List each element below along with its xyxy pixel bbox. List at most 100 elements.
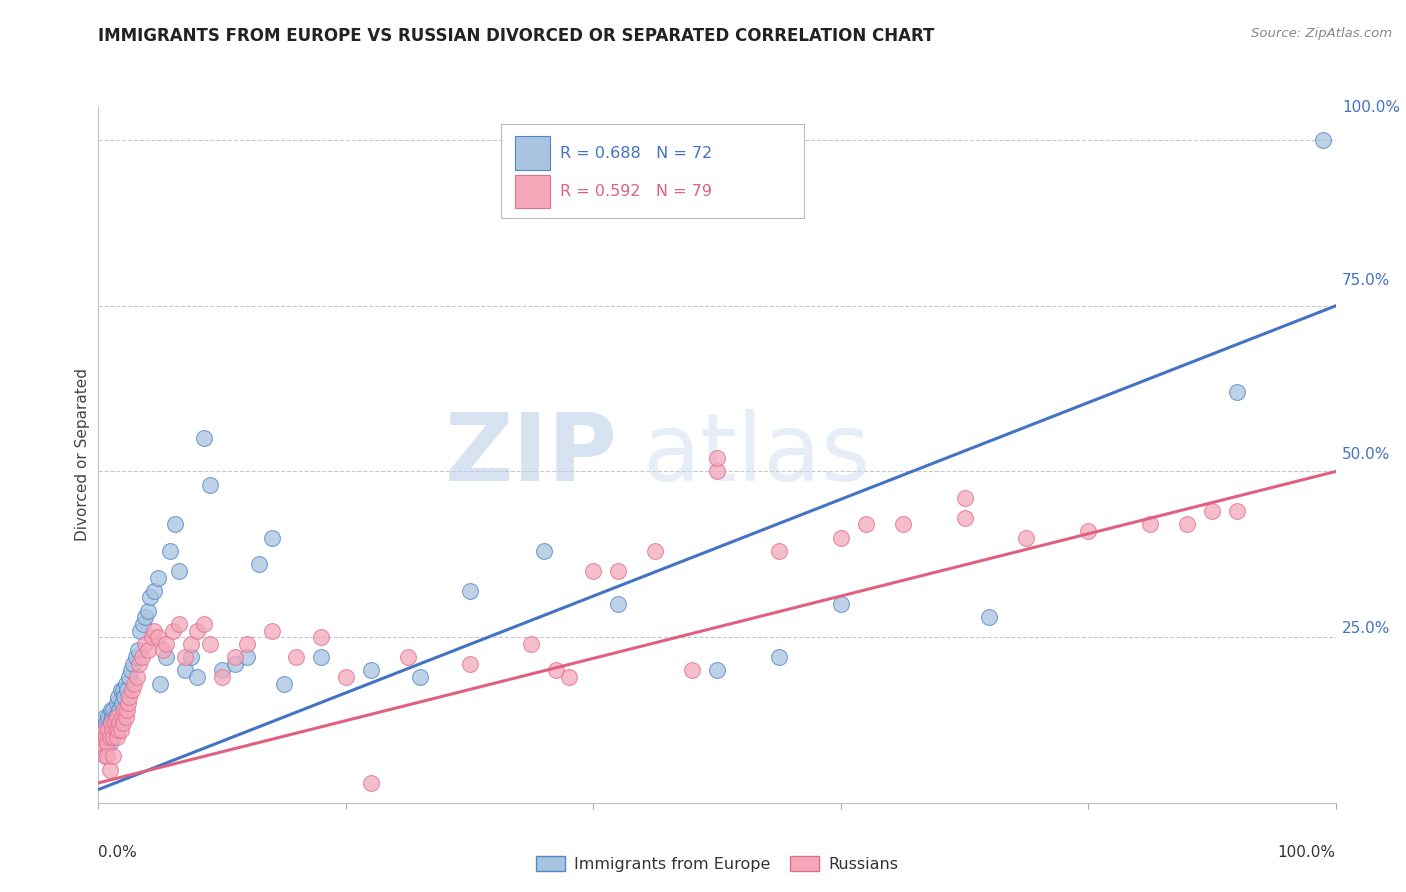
Point xyxy=(143,583,166,598)
Text: Source: ZipAtlas.com: Source: ZipAtlas.com xyxy=(1251,27,1392,40)
Point xyxy=(105,697,128,711)
Point xyxy=(120,663,142,677)
Point xyxy=(309,630,332,644)
Point xyxy=(118,690,141,704)
Point xyxy=(211,663,233,677)
Point xyxy=(557,670,579,684)
Point xyxy=(107,723,129,737)
Point xyxy=(193,431,215,445)
Point xyxy=(236,637,259,651)
Point xyxy=(107,690,129,704)
Point xyxy=(607,564,630,578)
Point xyxy=(93,743,115,757)
Point xyxy=(128,657,150,671)
Text: 50.0%: 50.0% xyxy=(1341,448,1391,462)
Point xyxy=(112,716,135,731)
Point xyxy=(273,676,295,690)
Point xyxy=(162,624,184,638)
Point xyxy=(260,531,283,545)
Point xyxy=(112,690,135,704)
Point xyxy=(129,624,152,638)
Point xyxy=(104,723,127,737)
Point xyxy=(115,683,138,698)
Y-axis label: Divorced or Separated: Divorced or Separated xyxy=(75,368,90,541)
Point xyxy=(152,643,174,657)
FancyBboxPatch shape xyxy=(516,136,550,169)
Point xyxy=(309,650,332,665)
Point xyxy=(115,703,138,717)
Point xyxy=(830,531,852,545)
Point xyxy=(100,716,122,731)
Point xyxy=(91,723,114,737)
Point xyxy=(111,697,134,711)
Point xyxy=(224,650,246,665)
Point xyxy=(1175,517,1198,532)
Point xyxy=(100,723,122,737)
Point xyxy=(98,763,121,777)
Point xyxy=(768,650,790,665)
Point xyxy=(236,650,259,665)
Point xyxy=(582,564,605,578)
Point xyxy=(98,730,121,744)
Point xyxy=(167,564,190,578)
Point xyxy=(979,610,1001,624)
Point xyxy=(131,650,153,665)
Point xyxy=(146,570,169,584)
Point xyxy=(167,616,190,631)
Point xyxy=(681,663,703,677)
Point xyxy=(112,683,135,698)
Point xyxy=(96,736,118,750)
Point xyxy=(211,670,233,684)
Point xyxy=(111,709,134,723)
Point xyxy=(98,736,121,750)
Point xyxy=(114,709,136,723)
Point xyxy=(105,709,128,723)
Point xyxy=(335,670,357,684)
Point xyxy=(706,465,728,479)
Point xyxy=(118,670,141,684)
Point xyxy=(891,517,914,532)
Point xyxy=(90,736,112,750)
Point xyxy=(139,591,162,605)
Point xyxy=(953,511,976,525)
Point xyxy=(122,657,145,671)
Point xyxy=(1077,524,1099,538)
Point xyxy=(108,703,131,717)
Point xyxy=(155,637,177,651)
Point xyxy=(1201,504,1223,518)
Point xyxy=(706,451,728,466)
Point xyxy=(134,610,156,624)
Point xyxy=(96,723,118,737)
Point xyxy=(360,776,382,790)
Point xyxy=(1226,504,1249,518)
Legend: Immigrants from Europe, Russians: Immigrants from Europe, Russians xyxy=(530,850,904,879)
Point xyxy=(94,716,117,731)
Point xyxy=(110,683,132,698)
Point xyxy=(546,663,568,677)
Point xyxy=(101,730,124,744)
Point xyxy=(90,716,112,731)
Point xyxy=(112,703,135,717)
Point xyxy=(97,723,120,737)
Point xyxy=(103,716,125,731)
Point xyxy=(103,749,125,764)
FancyBboxPatch shape xyxy=(501,124,804,219)
Point xyxy=(110,723,132,737)
Point xyxy=(458,657,481,671)
Point xyxy=(124,650,146,665)
Point xyxy=(125,670,148,684)
Text: atlas: atlas xyxy=(643,409,872,501)
Point xyxy=(98,716,121,731)
Text: ZIP: ZIP xyxy=(446,409,619,501)
Point xyxy=(91,730,114,744)
Point xyxy=(180,637,202,651)
Point xyxy=(96,736,118,750)
Point xyxy=(224,657,246,671)
Point xyxy=(174,650,197,665)
Point xyxy=(101,723,124,737)
Point xyxy=(260,624,283,638)
Point xyxy=(97,709,120,723)
Point xyxy=(953,491,976,505)
Point xyxy=(103,730,125,744)
Point xyxy=(706,663,728,677)
